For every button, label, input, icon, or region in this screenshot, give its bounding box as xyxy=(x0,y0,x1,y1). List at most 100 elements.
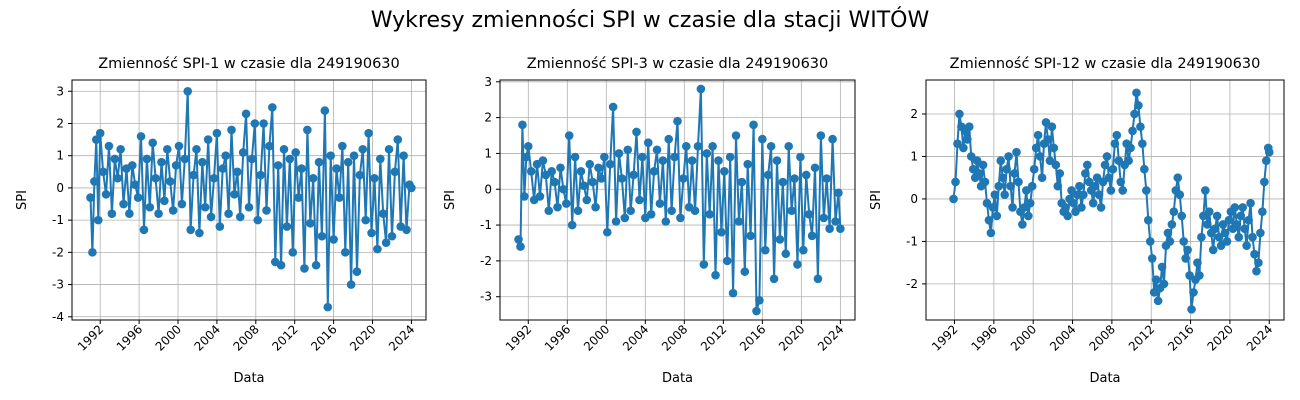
data-point xyxy=(980,177,990,187)
data-point xyxy=(559,184,568,194)
data-point xyxy=(186,225,195,235)
data-point xyxy=(1025,198,1035,208)
x-tick-label: 2016 xyxy=(737,322,768,353)
data-point xyxy=(693,141,703,151)
data-point xyxy=(163,144,172,154)
x-tick-label: 2024 xyxy=(815,322,846,353)
data-point xyxy=(378,209,388,218)
data-point xyxy=(801,170,811,180)
x-tick-label: 2008 xyxy=(659,322,690,353)
data-point xyxy=(667,206,676,216)
data-point xyxy=(253,215,263,225)
data-point xyxy=(332,164,341,173)
data-point xyxy=(1256,228,1265,238)
y-tick-label: 0 xyxy=(56,181,64,195)
data-point xyxy=(203,135,213,144)
y-tick-label: -4 xyxy=(52,310,64,324)
y-tick-label: 0 xyxy=(910,192,918,206)
data-point xyxy=(825,224,834,233)
data-point xyxy=(373,244,382,254)
x-tick-label: 1992 xyxy=(503,322,534,353)
data-point xyxy=(343,157,353,167)
data-point xyxy=(708,141,717,151)
data-point xyxy=(731,131,741,140)
data-point xyxy=(646,210,656,219)
data-point xyxy=(591,202,600,212)
data-point xyxy=(1175,190,1185,199)
data-point xyxy=(1090,181,1100,191)
data-point xyxy=(1116,177,1126,187)
data-point xyxy=(544,206,554,216)
chart-panel-3: -2 -1 0 1 2 1992 1996 2000 2004 2008 2012 2016 2020 2… xyxy=(869,56,1285,386)
data-point xyxy=(1159,279,1169,289)
data-point xyxy=(1004,152,1013,161)
data-point xyxy=(367,228,376,238)
data-point xyxy=(1069,198,1078,208)
data-point xyxy=(227,125,236,135)
data-point xyxy=(320,106,330,115)
data-point xyxy=(1049,143,1059,153)
data-point xyxy=(611,217,621,226)
data-point xyxy=(1167,220,1177,229)
data-point xyxy=(963,135,972,144)
data-point xyxy=(831,217,840,226)
data-point xyxy=(526,167,536,176)
data-point xyxy=(1051,160,1061,170)
data-point xyxy=(133,193,143,202)
data-point xyxy=(241,109,251,119)
data-point xyxy=(305,219,315,228)
x-tick-label: 1996 xyxy=(968,322,999,353)
data-point xyxy=(1220,228,1230,238)
data-point xyxy=(174,141,184,151)
data-point xyxy=(523,141,533,151)
data-point xyxy=(626,206,635,216)
data-point xyxy=(1008,203,1017,212)
data-point xyxy=(262,206,271,215)
data-point xyxy=(407,183,416,193)
y-tick-label: -3 xyxy=(52,278,64,292)
data-point xyxy=(1027,181,1037,191)
data-point xyxy=(1165,237,1175,246)
data-point xyxy=(335,193,344,202)
data-point xyxy=(743,159,753,169)
data-point xyxy=(702,149,712,158)
data-point xyxy=(959,143,968,153)
data-point xyxy=(355,170,365,180)
data-point xyxy=(564,131,574,140)
data-point xyxy=(1063,211,1072,221)
data-point xyxy=(86,193,95,202)
data-point xyxy=(393,135,403,144)
x-tick-label: 2012 xyxy=(269,322,300,353)
data-point xyxy=(740,267,750,276)
data-point xyxy=(1177,211,1187,221)
data-point xyxy=(1018,220,1027,229)
data-point xyxy=(988,203,998,212)
data-point xyxy=(323,302,333,312)
chart-panel-2: -3 -2 -1 0 1 2 3 1992 1996 2000 2004 2008 2012 2016 20… xyxy=(443,56,856,386)
data-point xyxy=(772,156,782,165)
data-point xyxy=(375,154,385,164)
data-point xyxy=(291,148,300,157)
data-point xyxy=(1094,190,1104,199)
data-point xyxy=(822,174,832,183)
data-point xyxy=(617,174,627,183)
data-point xyxy=(1254,258,1263,267)
data-point xyxy=(951,177,960,187)
data-point xyxy=(189,170,198,180)
data-point xyxy=(690,206,700,216)
y-tick-label: -2 xyxy=(480,254,492,268)
data-point xyxy=(238,148,248,157)
data-point xyxy=(623,145,633,155)
data-point xyxy=(1081,169,1090,178)
data-point xyxy=(746,231,755,241)
data-point xyxy=(984,215,994,225)
data-point xyxy=(1222,237,1232,246)
data-point xyxy=(629,170,638,180)
data-point xyxy=(192,144,201,154)
data-point xyxy=(233,167,242,177)
data-point xyxy=(608,102,618,112)
data-point xyxy=(215,222,225,231)
chart-title: Zmienność SPI-12 w czasie dla 249190630 xyxy=(950,56,1261,72)
data-point xyxy=(664,134,674,144)
data-point xyxy=(793,260,802,269)
